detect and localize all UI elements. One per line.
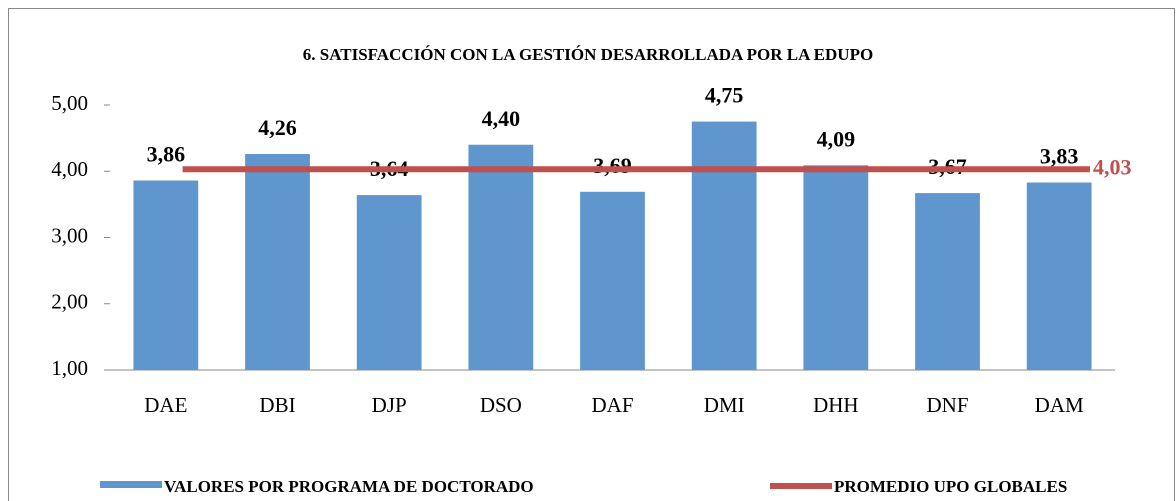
bar	[468, 144, 534, 370]
data-label: 3,83	[1040, 144, 1079, 169]
y-tick-label: 1,00	[51, 356, 88, 380]
x-tick-label: DAF	[591, 393, 633, 417]
legend-swatch	[100, 481, 162, 488]
x-tick-label: DJP	[372, 393, 407, 417]
bar	[356, 195, 422, 370]
y-tick-label: 5,00	[51, 91, 88, 115]
bar	[245, 154, 310, 370]
data-label: 3,86	[147, 142, 186, 167]
data-label: 4,75	[705, 83, 744, 108]
data-label: 4,40	[482, 106, 521, 131]
x-tick-label: DSO	[480, 393, 522, 417]
x-tick-label: DBI	[259, 393, 295, 417]
average-label: 4,03	[1093, 154, 1132, 179]
y-tick-label: 3,00	[51, 223, 88, 247]
bar	[133, 180, 199, 370]
chart-title: 6. SATISFACCIÓN CON LA GESTIÓN DESARROLL…	[303, 45, 873, 64]
y-tick-label: 4,00	[51, 157, 88, 181]
x-tick-label: DMI	[704, 393, 745, 417]
legend-label: PROMEDIO UPO GLOBALES	[834, 477, 1067, 496]
bar	[691, 121, 757, 370]
chart-border	[8, 8, 1175, 501]
y-tick-label: 2,00	[51, 290, 88, 314]
data-label: 3,69	[593, 153, 632, 178]
bar	[803, 165, 869, 370]
bar	[915, 193, 980, 370]
x-tick-label: DAM	[1035, 393, 1084, 417]
x-tick-label: DAE	[144, 393, 187, 417]
legend-label: VALORES POR PROGRAMA DE DOCTORADO	[164, 477, 534, 496]
bar	[580, 191, 645, 370]
bar	[1026, 182, 1092, 370]
x-tick-label: DNF	[926, 393, 968, 417]
data-label: 4,26	[258, 115, 297, 140]
data-label: 4,09	[817, 126, 856, 151]
x-tick-label: DHH	[813, 393, 859, 417]
